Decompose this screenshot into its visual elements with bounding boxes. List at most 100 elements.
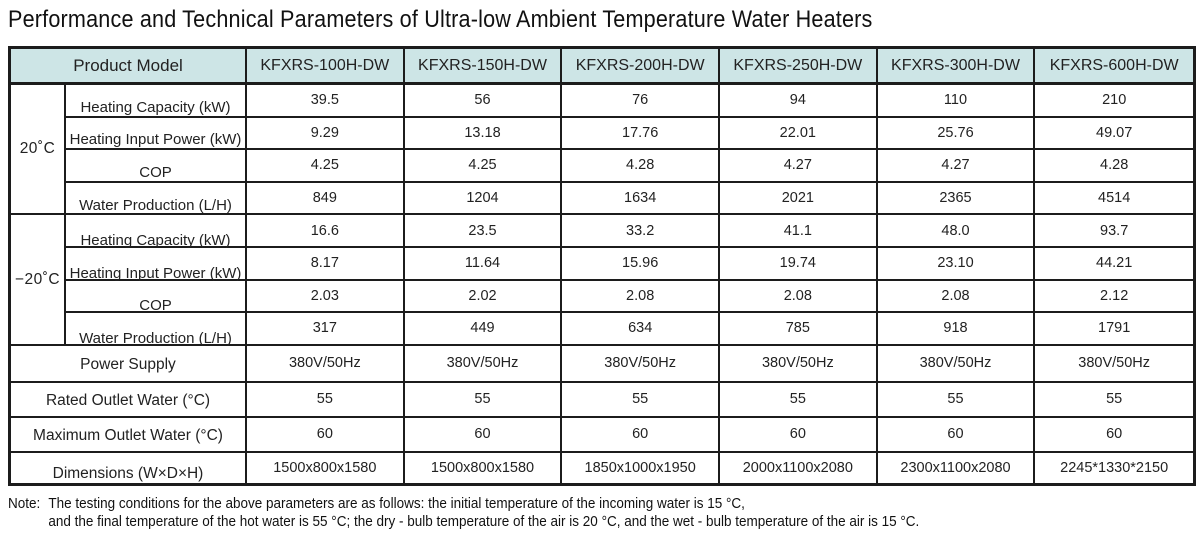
value-cell: 380V/50Hz [562,345,720,383]
value-cell: 4.27 [877,150,1036,183]
value-cell: 110 [877,85,1036,118]
value-cell: 2.08 [877,280,1036,314]
value-cell: 48.0 [877,215,1036,248]
value-cell: 55 [877,382,1036,418]
row-label-water-production: Water Production (L/H) [66,313,247,347]
value-cell: 2.12 [1035,281,1193,314]
row-label-heating-input-power: Heating Input Power (kW) [66,117,247,151]
col-header-model-600h: KFXRS-600H-DW [1035,49,1193,85]
value-cell: 23.5 [404,215,563,248]
value-cell: 41.1 [720,215,878,248]
value-cell: 55 [720,382,878,418]
note-prefix: Note: [8,495,41,512]
value-cell: 39.5 [247,85,405,118]
row-label-maximum-outlet-water: Maximum Outlet Water (°C) [11,417,247,453]
value-cell: 55 [1035,383,1193,418]
temp-group-label-minus-20c: −20˚C [11,215,66,346]
parameters-table: Product Model KFXRS-100H-DW KFXRS-150H-D… [8,46,1196,486]
value-cell: 2.08 [562,280,720,314]
value-cell: 1500x800x1580 [405,452,563,483]
value-cell: 918 [877,313,1036,346]
row-label-dimensions: Dimensions (W×D×H) [11,452,247,483]
row-label-cop: COP [66,150,247,183]
value-cell: 380V/50Hz [720,345,878,383]
temp-group-label-20c: 20˚C [11,85,66,216]
value-cell: 380V/50Hz [404,345,563,383]
value-cell: 60 [720,417,878,453]
row-label-rated-outlet-water: Rated Outlet Water (°C) [11,382,247,418]
value-cell: 4.27 [720,150,878,183]
value-cell: 4.25 [247,150,405,183]
value-cell: 2.03 [247,280,405,314]
value-cell: 60 [404,417,563,453]
row-label-heating-input-power: Heating Input Power (kW) [66,247,247,282]
note-text: The testing conditions for the above par… [48,495,919,531]
value-cell: 19.74 [720,247,878,281]
row-label-water-production: Water Production (L/H) [66,182,247,216]
value-cell: 380V/50Hz [247,345,405,383]
value-cell: 55 [247,382,405,418]
page-title: Performance and Technical Parameters of … [8,6,873,33]
row-label-heating-capacity: Heating Capacity (kW) [66,215,247,249]
value-cell: 76 [562,85,720,118]
col-header-model-300h: KFXRS-300H-DW [877,49,1036,85]
value-cell: 56 [404,85,563,118]
value-cell: 1500x800x1580 [247,452,405,483]
value-cell: 55 [404,382,563,418]
value-cell: 2.02 [404,280,563,314]
value-cell: 380V/50Hz [877,345,1036,383]
note-line-2: and the final temperature of the hot wat… [48,513,920,530]
value-cell: 60 [247,417,405,453]
value-cell: 60 [877,417,1036,453]
value-cell: 23.10 [877,247,1036,281]
value-cell: 2.08 [720,280,878,314]
note-line-1: The testing conditions for the above par… [48,495,745,512]
row-label-heating-capacity: Heating Capacity (kW) [66,85,247,118]
value-cell: 9.29 [247,117,405,151]
value-cell: 16.6 [247,215,405,248]
value-cell: 785 [720,313,878,346]
value-cell: 2245*1330*2150 [1060,459,1169,476]
value-cell: 380V/50Hz [1035,346,1193,383]
value-cell: 449 [404,313,563,346]
value-cell: 2365 [877,182,1036,216]
value-cell: 1850x1000x1950 [562,452,720,483]
value-cell: 60 [562,417,720,453]
value-cell: 55 [562,382,720,418]
col-header-product-model: Product Model [11,49,247,85]
value-cell: 1204 [404,182,563,216]
value-cell: 2300x1100x2080 [878,452,1036,483]
value-cell: 33.2 [562,215,720,248]
note: Note: The testing conditions for the abo… [8,495,919,531]
value-cell: 8.17 [247,247,405,281]
col-header-model-100h: KFXRS-100H-DW [247,49,405,85]
value-cell: 634 [562,313,720,346]
col-header-model-200h: KFXRS-200H-DW [562,49,720,85]
value-cell: 2021 [720,182,878,216]
value-cell: 49.07 [1035,118,1193,151]
col-header-model-250h: KFXRS-250H-DW [720,49,878,85]
value-cell: 4.28 [1035,150,1193,183]
value-cell: 4.28 [562,150,720,183]
value-cell: 93.7 [1035,215,1193,248]
value-cell: 44.21 [1035,248,1193,281]
value-cell: 60 [1035,418,1193,453]
value-cell: 317 [247,313,405,346]
row-label-power-supply: Power Supply [11,345,247,383]
value-cell: 1634 [562,182,720,216]
value-cell: 2000x1100x2080 [720,452,878,483]
value-cell: 22.01 [720,117,878,151]
row-label-cop: COP [66,280,247,314]
value-cell: 13.18 [404,117,563,151]
value-cell: 4514 [1035,183,1193,216]
value-cell: 210 [1035,85,1193,118]
value-cell: 94 [720,85,878,118]
value-cell: 1791 [1035,313,1193,346]
value-cell: 15.96 [562,247,720,281]
value-cell: 17.76 [562,117,720,151]
value-cell: 4.25 [404,150,563,183]
col-header-model-150h: KFXRS-150H-DW [404,49,563,85]
value-cell: 849 [247,182,405,216]
value-cell: 11.64 [404,247,563,281]
value-cell: 25.76 [877,117,1036,151]
